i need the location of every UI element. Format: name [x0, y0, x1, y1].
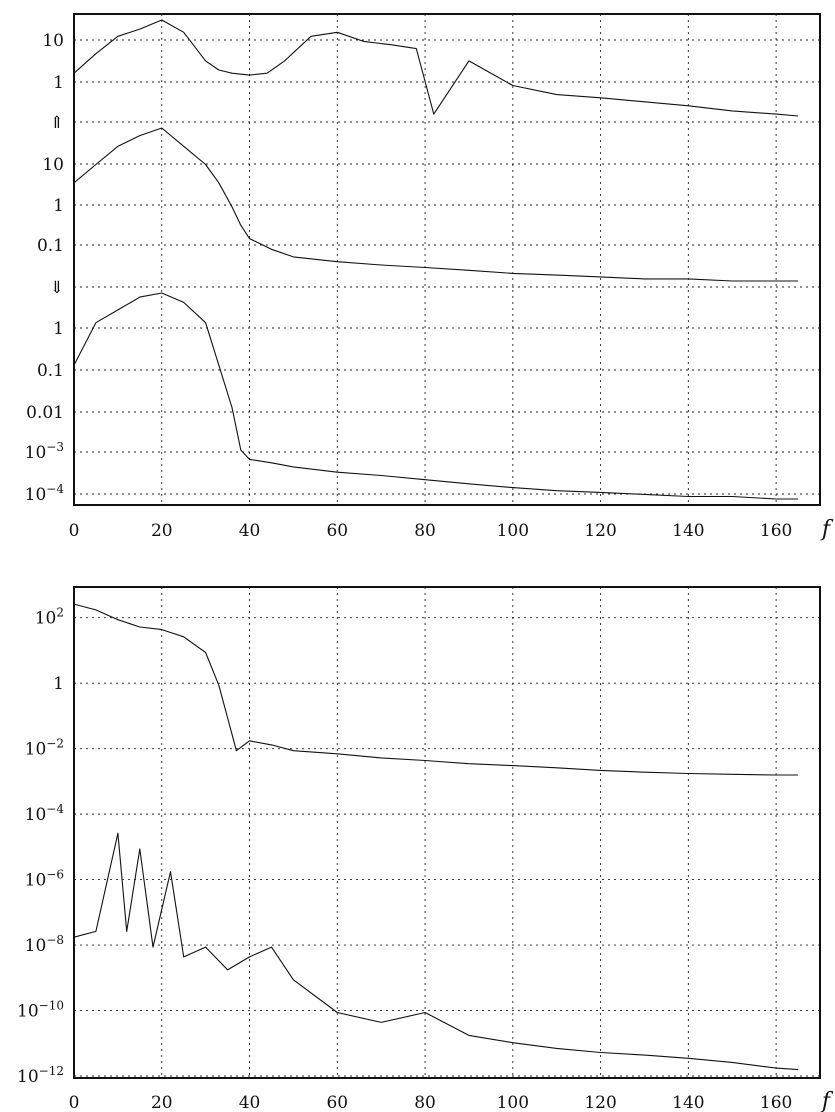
x-tick-label: 40	[239, 521, 261, 541]
x-tick-label: 20	[151, 1093, 173, 1112]
x-tick-label: 100	[497, 521, 529, 541]
x-tick-label: 140	[672, 1093, 704, 1112]
x-axis-title: f	[820, 517, 834, 542]
x-tick-label: 120	[584, 1093, 616, 1112]
bottom-chart: 0 20 40 60 80 100 120 140 160 f 102 1 10−2 10−4 10−6 10…	[17, 586, 834, 1112]
x-tick-label: 20	[151, 521, 173, 541]
y-tick-label: 10−4	[25, 802, 65, 825]
x-tick-label: 120	[584, 521, 616, 541]
series-line	[73, 127, 799, 282]
x-tick-label: 60	[326, 521, 348, 541]
series-line	[73, 832, 799, 1071]
y-tick-label: ⇓	[50, 278, 64, 298]
x-tick-label: 60	[326, 1093, 348, 1112]
series-line	[73, 292, 799, 500]
y-tick-label: 10−10	[17, 999, 64, 1022]
y-tick-label: 0.1	[37, 236, 64, 256]
plot-frame	[73, 13, 821, 506]
plot-frame	[73, 586, 821, 1079]
x-tick-label: 0	[69, 1093, 80, 1112]
x-tick-label: 100	[497, 1093, 529, 1112]
y-tick-label: 10−12	[17, 1064, 64, 1087]
x-tick-label: 80	[414, 521, 436, 541]
x-tick-label: 140	[672, 521, 704, 541]
y-tick-label: ⇑	[50, 113, 64, 133]
y-tick-label: 10	[42, 155, 64, 175]
y-tick-label: 1	[53, 674, 64, 694]
x-tick-label: 160	[760, 521, 792, 541]
y-tick-label: 0.01	[26, 403, 64, 423]
y-tick-label: 1	[53, 196, 64, 216]
x-tick-label: 160	[760, 1093, 792, 1112]
y-tick-label: 0.1	[37, 361, 64, 381]
top-chart: 0 20 40 60 80 100 120 140 160 f 10 1 ⇑ 10 1 0.1 ⇓ 1 0.1 0.0…	[25, 13, 834, 542]
y-tick-label: 10−3	[25, 440, 64, 463]
x-tick-label: 0	[69, 521, 80, 541]
y-tick-label: 1	[53, 319, 64, 339]
y-tick-label: 1	[53, 73, 64, 93]
y-tick-label: 102	[35, 606, 64, 629]
y-tick-label: 10−4	[25, 482, 65, 505]
series-line	[73, 603, 799, 776]
y-tick-label: 10−2	[25, 737, 64, 760]
y-tick-label: 10	[42, 31, 64, 51]
x-axis-title: f	[820, 1089, 834, 1112]
y-tick-label: 10−6	[25, 868, 64, 891]
y-tick-label: 10−8	[25, 933, 64, 956]
x-tick-label: 40	[239, 1093, 261, 1112]
x-tick-label: 80	[414, 1093, 436, 1112]
series-line	[73, 19, 799, 117]
